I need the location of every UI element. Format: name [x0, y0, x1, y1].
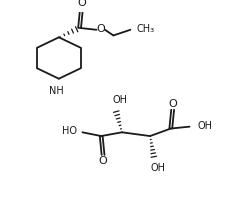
Text: O: O [99, 156, 108, 166]
Text: CH₃: CH₃ [137, 24, 155, 34]
Text: OH: OH [150, 163, 165, 173]
Text: O: O [97, 24, 106, 34]
Text: HO: HO [62, 126, 77, 136]
Text: NH: NH [49, 86, 63, 96]
Text: OH: OH [197, 121, 212, 131]
Text: O: O [77, 0, 86, 8]
Text: O: O [168, 99, 177, 109]
Text: OH: OH [113, 95, 127, 105]
